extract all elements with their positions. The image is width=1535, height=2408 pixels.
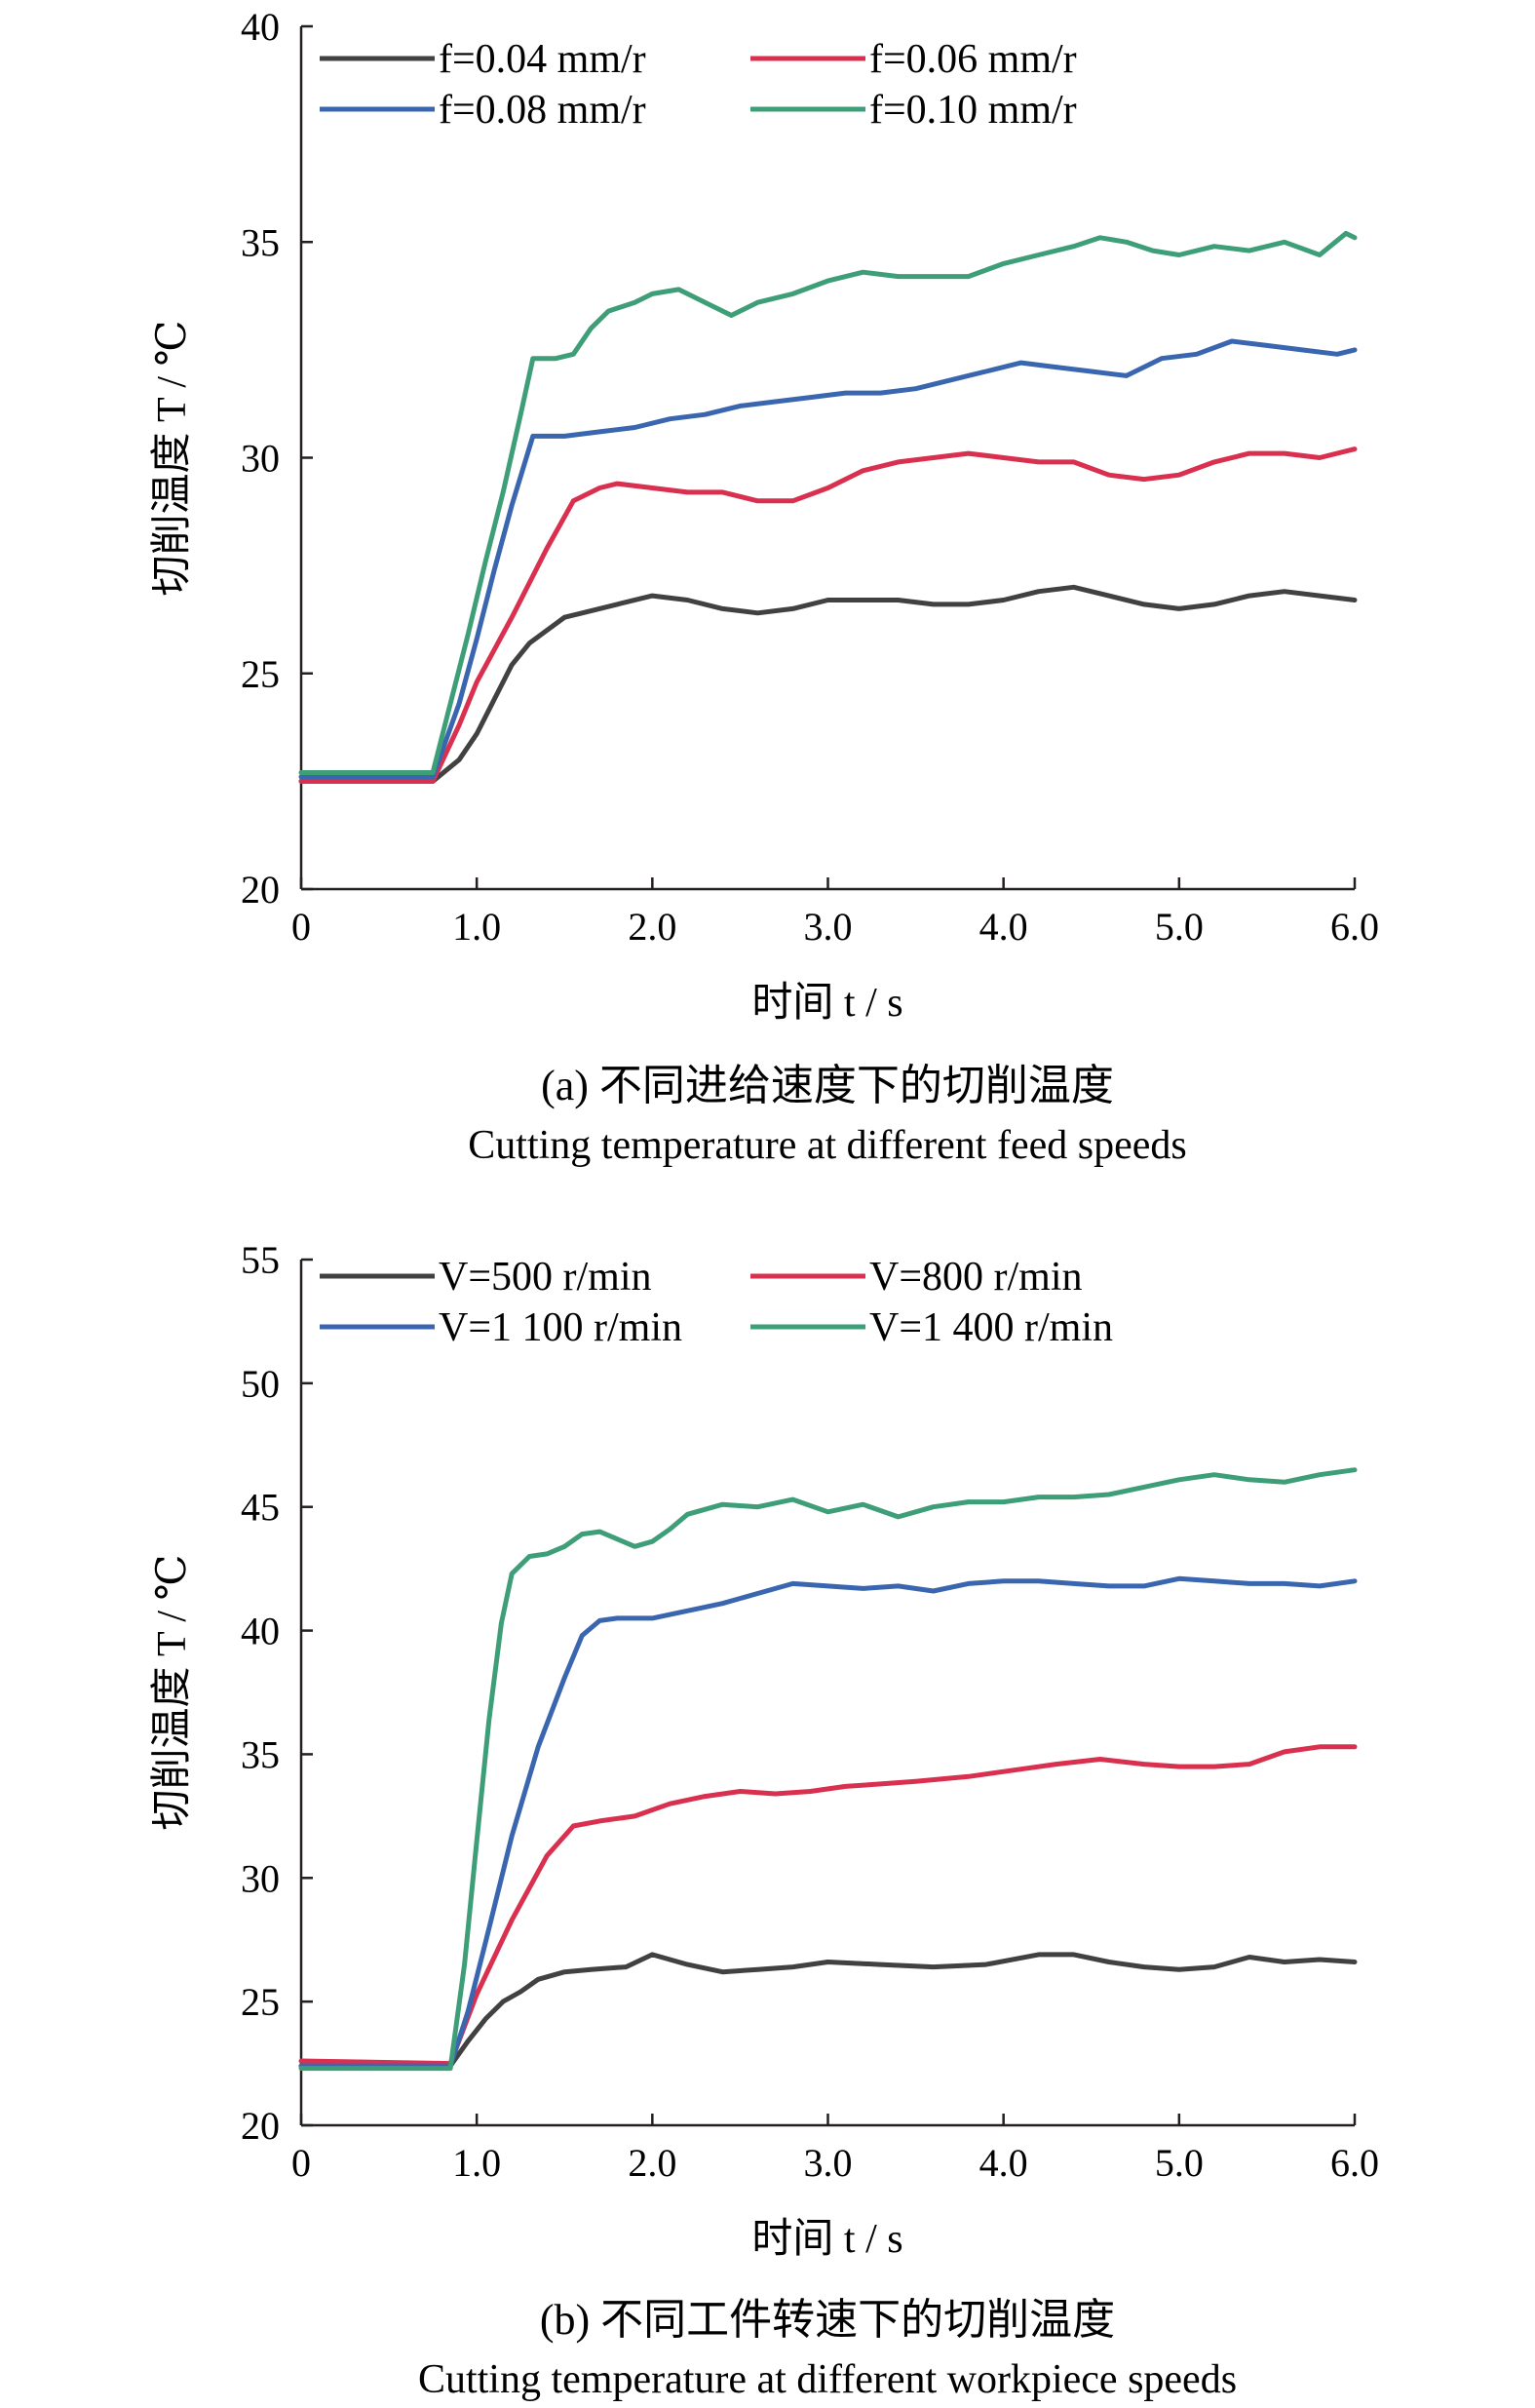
chart-a-y-tick-label: 35 <box>241 220 280 264</box>
chart-b-legend-label: V=800 r/min <box>869 1255 1083 1300</box>
chart-a-x-tick-label: 5.0 <box>1155 905 1204 949</box>
chart-b-y-ticks: 20 25 30 35 40 45 50 55 <box>241 1238 313 2148</box>
chart-b-y-tick-label: 25 <box>241 1980 280 2024</box>
chart-a-x-tick-label: 1.0 <box>452 905 501 949</box>
chart-a-legend: f=0.04 mm/r f=0.06 mm/r f=0.08 mm/r f=0.10 … <box>320 37 1077 133</box>
chart-b-y-tick-label: 35 <box>241 1732 280 1776</box>
chart-b-caption-en: Cutting temperature at different workpie… <box>418 2357 1237 2402</box>
chart-a-x-tick-label: 2.0 <box>628 905 676 949</box>
chart-a-x-axis-label: 时间 t / s <box>751 981 902 1026</box>
chart-a-legend-label: f=0.06 mm/r <box>869 37 1077 82</box>
chart-b-caption-cn: (b) 不同工件转速下的切削温度 <box>540 2296 1115 2344</box>
chart-b-legend-label: V=1 100 r/min <box>439 1305 682 1350</box>
chart-a-y-ticks: 20 25 30 35 40 <box>241 5 313 912</box>
chart-b-x-tick-label: 5.0 <box>1155 2141 1204 2185</box>
chart-a-y-tick-label: 20 <box>241 868 280 912</box>
chart-a-series-line-3 <box>298 338 1358 780</box>
chart-a-legend-label: f=0.04 mm/r <box>439 37 646 82</box>
chart-a-caption-cn: (a) 不同进给速度下的切削温度 <box>541 1062 1114 1109</box>
chart-b: 0 1.0 2.0 3.0 4.0 5.0 6.0 20 25 30 35 40 45 50 55 时间 … <box>150 1238 1379 2402</box>
chart-a-x-tick-label: 6.0 <box>1330 905 1379 949</box>
chart-a-series-line-1 <box>298 584 1358 784</box>
chart-b-x-tick-label: 3.0 <box>804 2141 853 2185</box>
chart-b-x-tick-label: 2.0 <box>628 2141 676 2185</box>
chart-a-series-line-2 <box>298 447 1358 784</box>
chart-b-y-tick-label: 30 <box>241 1856 280 1900</box>
chart-a-caption-en: Cutting temperature at different feed sp… <box>468 1123 1186 1168</box>
chart-a-legend-label: f=0.08 mm/r <box>439 88 646 133</box>
chart-a-x-ticks: 0 1.0 2.0 3.0 4.0 5.0 6.0 <box>291 877 1379 949</box>
chart-b-legend-label: V=500 r/min <box>439 1255 652 1300</box>
chart-b-series-line-4 <box>298 1467 1358 2072</box>
chart-b-y-tick-label: 20 <box>241 2104 280 2148</box>
chart-a-y-tick-label: 30 <box>241 437 280 481</box>
chart-b-x-ticks: 0 1.0 2.0 3.0 4.0 5.0 6.0 <box>291 2114 1379 2185</box>
chart-b-series-line-3 <box>298 1575 1358 2069</box>
chart-a-y-axis-label: 切削温度 T / ℃ <box>150 320 195 596</box>
chart-b-y-tick-label: 45 <box>241 1486 280 1530</box>
chart-b-x-tick-label: 1.0 <box>452 2141 501 2185</box>
chart-b-legend-label: V=1 400 r/min <box>869 1305 1113 1350</box>
chart-b-series <box>298 1467 1358 2072</box>
chart-a-x-tick-label: 3.0 <box>804 905 853 949</box>
chart-b-y-tick-label: 55 <box>241 1238 280 1282</box>
chart-a-x-tick-label: 4.0 <box>979 905 1028 949</box>
chart-a-y-tick-label: 40 <box>241 5 280 49</box>
chart-b-y-tick-label: 50 <box>241 1362 280 1406</box>
chart-b-x-tick-label: 4.0 <box>979 2141 1028 2185</box>
chart-a-series-line-4 <box>298 230 1358 775</box>
chart-b-legend: V=500 r/min V=800 r/min V=1 100 r/min V=1 4… <box>320 1255 1113 1350</box>
chart-b-x-tick-label: 0 <box>291 2141 311 2185</box>
chart-b-series-line-2 <box>298 1744 1358 2067</box>
chart-b-x-tick-label: 6.0 <box>1330 2141 1379 2185</box>
chart-a-x-tick-label: 0 <box>291 905 311 949</box>
chart-a-legend-label: f=0.10 mm/r <box>869 88 1077 133</box>
chart-b-y-tick-label: 40 <box>241 1610 280 1653</box>
chart-b-y-axis-label: 切削温度 T / ℃ <box>150 1554 195 1830</box>
chart-b-x-axis-label: 时间 t / s <box>751 2217 902 2262</box>
chart-b-series-line-1 <box>298 1952 1358 2069</box>
chart-a-y-tick-label: 25 <box>241 652 280 696</box>
chart-a-series <box>298 230 1358 784</box>
